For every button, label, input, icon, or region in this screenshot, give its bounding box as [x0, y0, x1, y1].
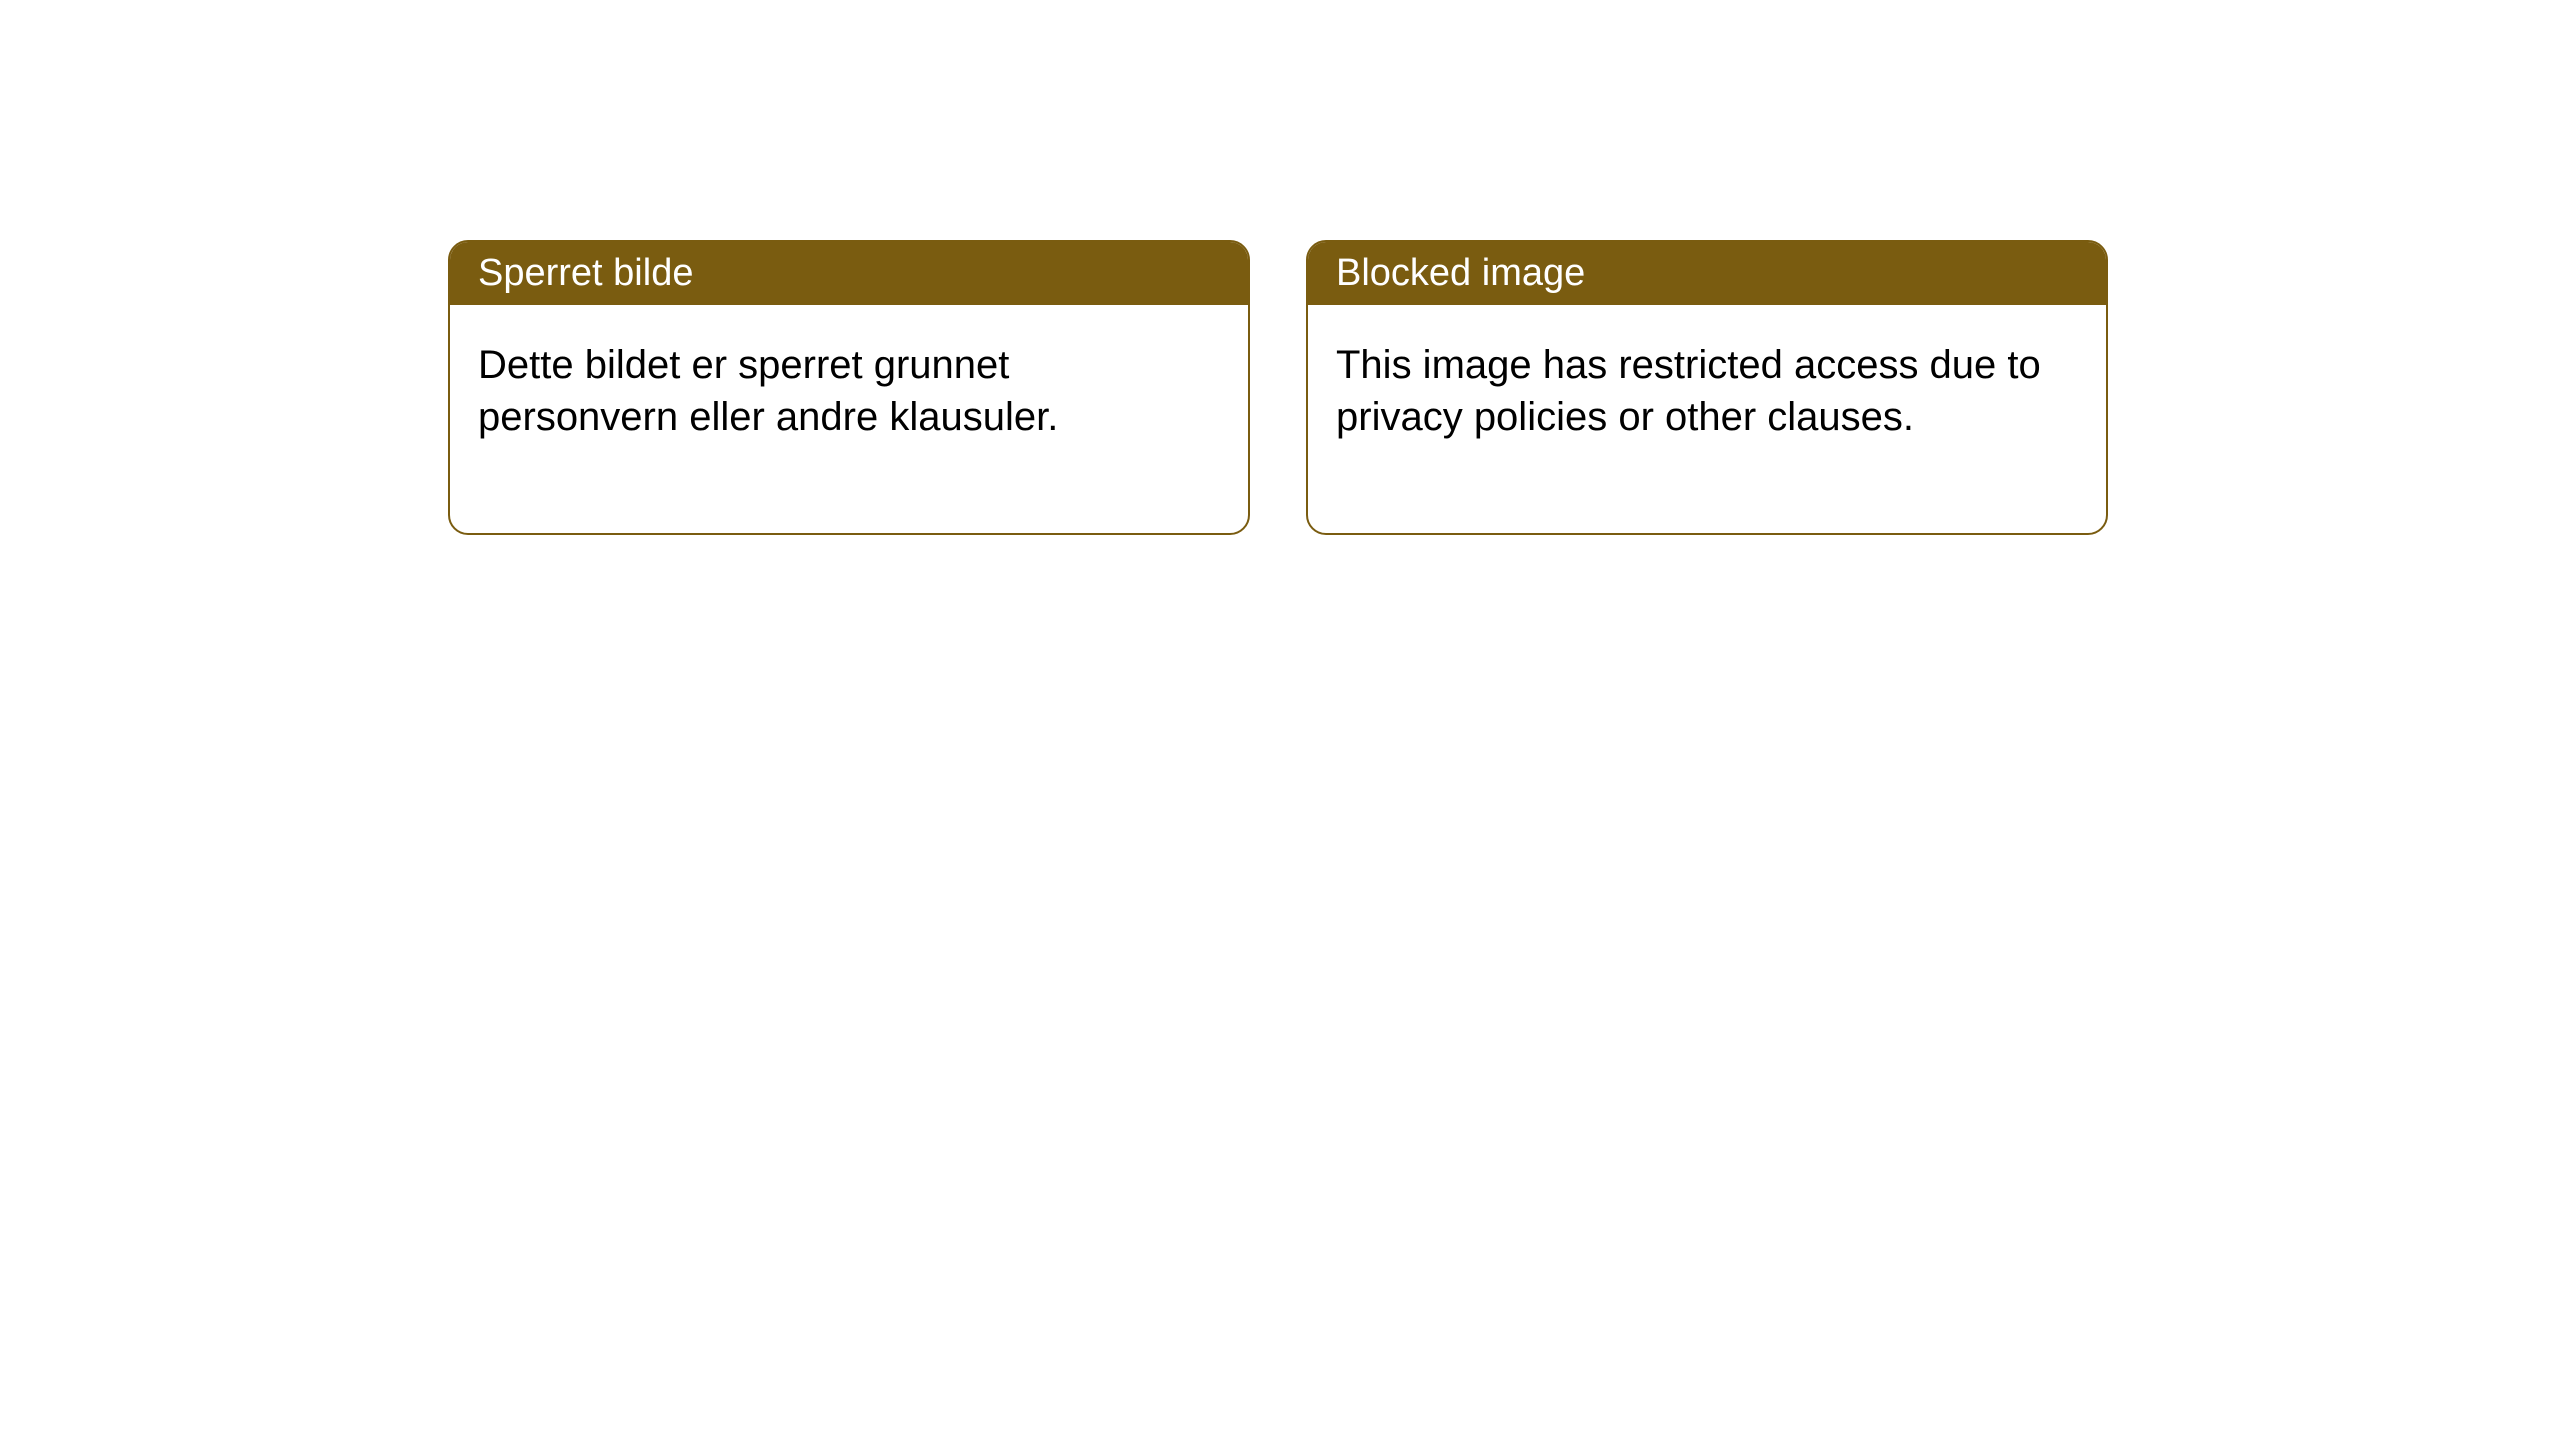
- notice-card-norwegian: Sperret bilde Dette bildet er sperret gr…: [448, 240, 1250, 535]
- notice-card-english: Blocked image This image has restricted …: [1306, 240, 2108, 535]
- notice-body-norwegian: Dette bildet er sperret grunnet personve…: [450, 305, 1248, 533]
- notice-header-english: Blocked image: [1308, 242, 2106, 305]
- notice-cards-container: Sperret bilde Dette bildet er sperret gr…: [448, 240, 2108, 535]
- notice-body-english: This image has restricted access due to …: [1308, 305, 2106, 533]
- notice-header-norwegian: Sperret bilde: [450, 242, 1248, 305]
